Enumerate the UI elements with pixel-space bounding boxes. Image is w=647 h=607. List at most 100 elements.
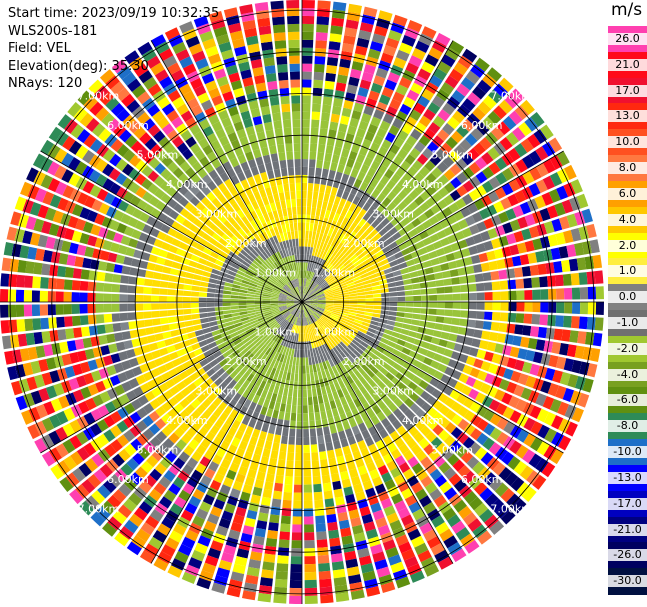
velocity-gate: [191, 313, 200, 320]
velocity-gate: [329, 400, 337, 410]
velocity-gate: [247, 176, 256, 186]
velocity-gate: [229, 488, 241, 499]
velocity-gate: [509, 219, 521, 232]
velocity-gate: [7, 289, 17, 302]
velocity-gate: [54, 148, 68, 163]
velocity-gate: [327, 319, 336, 326]
velocity-gate: [273, 351, 280, 361]
velocity-gate: [309, 348, 314, 357]
velocity-gate: [474, 392, 487, 404]
velocity-gate: [341, 271, 350, 278]
velocity-gate: [150, 62, 165, 76]
velocity-gate: [33, 331, 43, 345]
velocity-gate: [326, 513, 337, 524]
velocity-gate: [237, 154, 247, 165]
velocity-gate: [118, 448, 131, 462]
velocity-gate: [258, 233, 266, 243]
velocity-gate: [134, 173, 147, 186]
velocity-gate: [183, 345, 194, 354]
velocity-gate: [348, 150, 358, 161]
velocity-gate: [414, 122, 427, 134]
velocity-gate: [179, 398, 190, 409]
range-ring-label: 2.00km: [343, 237, 385, 250]
velocity-gate: [278, 302, 287, 304]
velocity-gate: [302, 296, 308, 302]
velocity-gate: [276, 335, 283, 344]
velocity-gate: [411, 462, 424, 475]
velocity-gate: [324, 323, 332, 330]
velocity-gate: [241, 225, 250, 235]
velocity-gate: [320, 326, 328, 334]
velocity-gate: [236, 218, 246, 228]
velocity-gate: [306, 308, 312, 316]
velocity-gate: [209, 273, 219, 280]
velocity-gate: [445, 252, 456, 262]
velocity-gate: [286, 302, 295, 304]
velocity-gate: [586, 363, 598, 378]
velocity-gate: [195, 228, 205, 238]
velocity-gate: [114, 532, 130, 547]
velocity-gate: [212, 454, 223, 465]
velocity-gate: [267, 211, 275, 221]
velocity-gate: [273, 482, 283, 492]
velocity-gate: [309, 247, 314, 256]
velocity-gate: [238, 228, 247, 238]
velocity-gate: [174, 296, 183, 302]
velocity-gate: [419, 314, 429, 321]
velocity-gate: [529, 166, 542, 181]
velocity-gate: [316, 199, 323, 209]
velocity-gate: [450, 351, 461, 361]
velocity-gate: [331, 9, 346, 20]
velocity-gate: [279, 307, 288, 311]
velocity-gate: [566, 213, 578, 228]
velocity-gate: [386, 277, 396, 284]
velocity-gate: [466, 274, 476, 283]
velocity-gate: [154, 69, 169, 83]
velocity-gate: [492, 291, 501, 301]
velocity-gate: [319, 250, 325, 259]
velocity-gate: [382, 113, 395, 125]
velocity-gate: [342, 349, 350, 358]
velocity-gate: [253, 535, 265, 546]
velocity-gate: [236, 548, 250, 559]
velocity-gate: [316, 307, 325, 312]
velocity-gate: [566, 344, 577, 358]
range-ring-label: 7.00km: [78, 90, 120, 103]
velocity-gate: [303, 452, 311, 461]
velocity-gate: [406, 89, 420, 102]
velocity-gate: [263, 553, 276, 563]
velocity-gate: [262, 113, 272, 124]
velocity-gate: [278, 318, 286, 325]
velocity-gate: [103, 293, 112, 302]
velocity-gate: [272, 160, 280, 170]
velocity-gate: [483, 240, 494, 251]
velocity-gate: [519, 254, 530, 266]
velocity-gate: [304, 246, 308, 255]
velocity-gate: [529, 264, 539, 276]
velocity-gate: [185, 35, 200, 48]
velocity-gate: [472, 233, 483, 244]
velocity-gate: [287, 282, 294, 290]
range-ring-label: 1.00km: [255, 267, 297, 280]
velocity-gate: [278, 539, 290, 549]
velocity-gate: [488, 260, 498, 271]
velocity-gate: [263, 213, 270, 223]
velocity-gate: [129, 154, 142, 167]
velocity-gate: [275, 271, 282, 279]
velocity-gate: [276, 242, 282, 252]
velocity-gate: [367, 378, 377, 388]
range-ring-label: 1.00km: [313, 325, 355, 338]
velocity-gate: [445, 136, 458, 149]
velocity-gate: [339, 396, 348, 406]
velocity-gate: [179, 161, 191, 173]
velocity-gate: [357, 295, 366, 299]
velocity-gate: [194, 149, 206, 161]
velocity-gate: [537, 263, 547, 275]
velocity-gate: [204, 555, 219, 567]
velocity-gate: [248, 265, 257, 272]
velocity-gate: [462, 48, 478, 63]
velocity-gate: [306, 289, 312, 296]
velocity-gate: [465, 265, 475, 275]
velocity-gate: [356, 37, 370, 49]
velocity-gate: [455, 527, 471, 541]
